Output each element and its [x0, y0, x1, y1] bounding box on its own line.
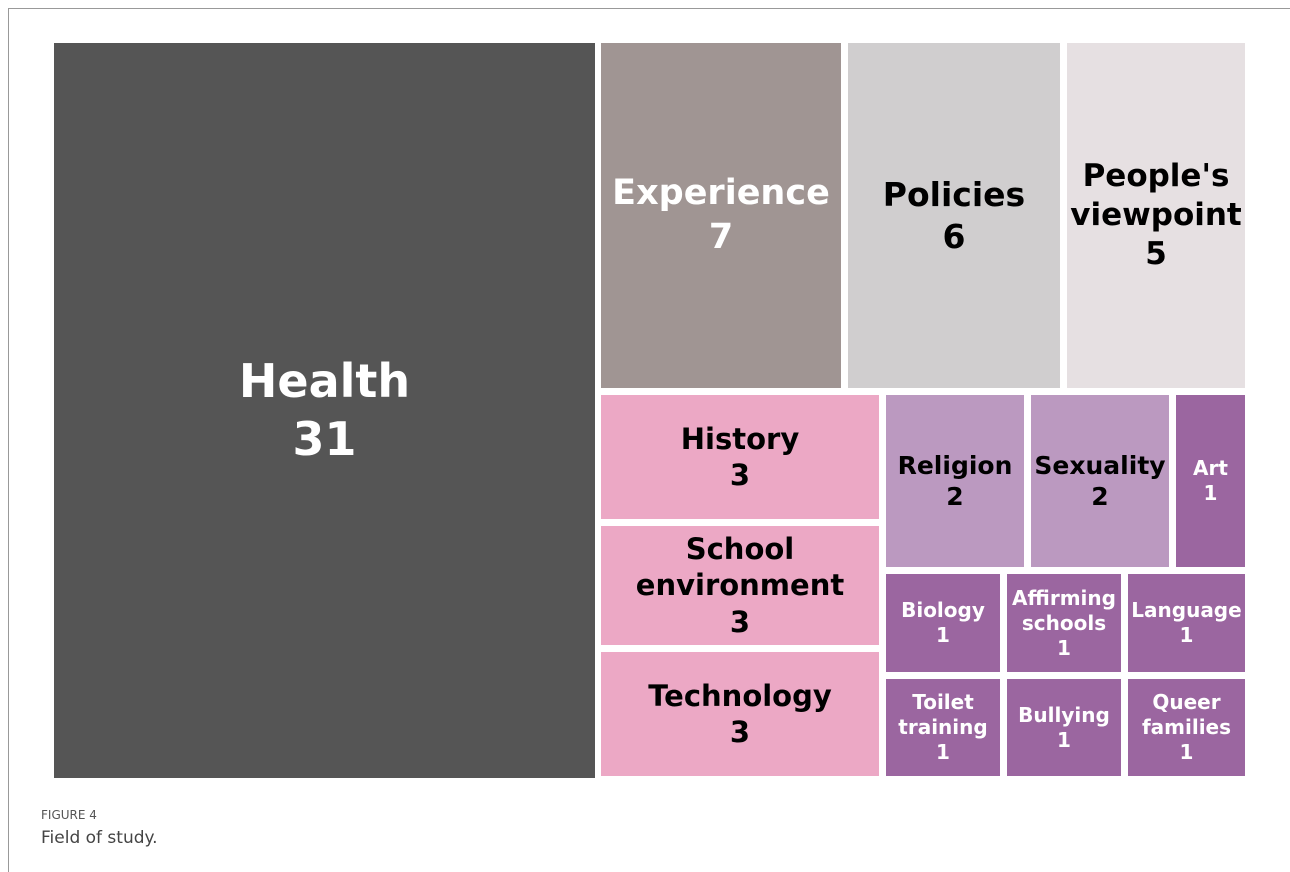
tile: Art 1 — [1176, 395, 1245, 567]
tile: Queer families 1 — [1128, 679, 1245, 776]
figure-label: FIGURE 4 — [41, 808, 97, 822]
tile: Policies 6 — [848, 43, 1060, 388]
tile-value: 1 — [1179, 740, 1194, 764]
tile-label: Biology — [901, 598, 985, 622]
tile: Affirming schools 1 — [1007, 574, 1121, 672]
tile-value: 6 — [942, 216, 966, 256]
tile-value: 1 — [1057, 727, 1071, 752]
tile-label: People's viewpoint — [1070, 158, 1242, 234]
tile-label: Health — [238, 354, 411, 408]
tile-value: 5 — [1145, 235, 1167, 272]
tile: People's viewpoint 5 — [1067, 43, 1245, 388]
tile-value: 7 — [708, 216, 734, 257]
tile-label: Bullying — [1018, 702, 1110, 727]
caption: Field of study. — [41, 828, 158, 848]
tile: School environment 3 — [601, 526, 879, 645]
tile: Technology 3 — [601, 652, 879, 776]
tile-value: 2 — [946, 482, 964, 511]
frame — [8, 8, 1290, 872]
tile-label: Toilet training — [898, 690, 988, 739]
tile: Bullying 1 — [1007, 679, 1121, 776]
tile-label: Queer families — [1141, 690, 1232, 739]
tile: Biology 1 — [886, 574, 1000, 672]
tile-value: 1 — [1203, 481, 1218, 505]
tile-value: 3 — [729, 458, 751, 492]
tile: Experience 7 — [601, 43, 841, 388]
tile-label: Experience — [612, 172, 830, 213]
tile-label: Art — [1193, 456, 1228, 480]
tile-value: 2 — [1091, 482, 1109, 511]
tile-value: 1 — [1057, 635, 1071, 660]
tile-label: School environment — [635, 532, 845, 603]
tile: Sexuality 2 — [1031, 395, 1169, 567]
tile: Religion 2 — [886, 395, 1024, 567]
tile-label: Affirming schools — [1012, 585, 1116, 635]
tile-label: Religion — [897, 450, 1013, 480]
tile-label: Language — [1131, 598, 1242, 622]
tile-value: 3 — [729, 604, 751, 639]
tile-value: 31 — [292, 411, 357, 466]
tile-value: 3 — [729, 715, 751, 749]
tile-label: Policies — [882, 175, 1026, 215]
tile: Language 1 — [1128, 574, 1245, 672]
tile-value: 1 — [936, 740, 950, 764]
tile: Toilet training 1 — [886, 679, 1000, 776]
tile-label: Sexuality — [1034, 450, 1166, 480]
tile: Health 31 — [54, 43, 595, 778]
tile-value: 1 — [1179, 623, 1194, 647]
tile-label: Technology — [648, 678, 832, 713]
tile-value: 1 — [936, 623, 950, 647]
tile: History 3 — [601, 395, 879, 519]
tile-label: History — [680, 421, 800, 456]
